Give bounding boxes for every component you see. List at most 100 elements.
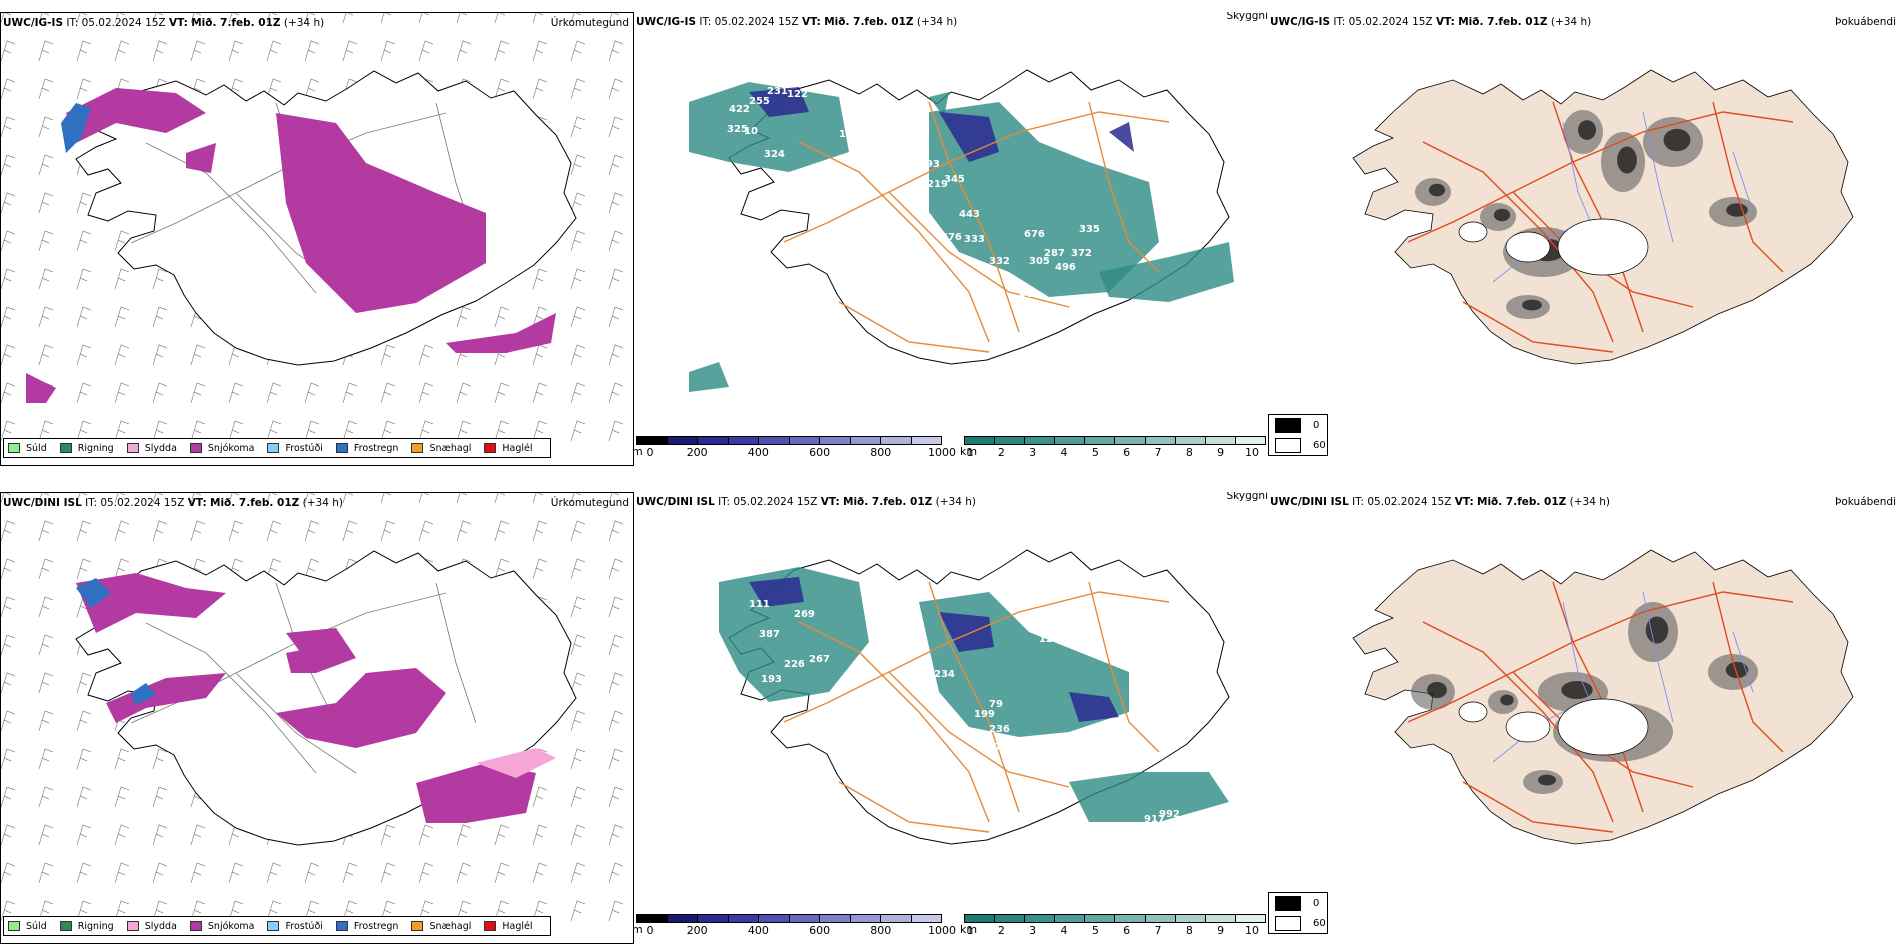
header-vt-value: Mið. 7.feb. 01Z xyxy=(843,496,933,508)
wind-barb xyxy=(76,382,92,404)
colorbar-step xyxy=(759,437,790,444)
legend-label: Frostregn xyxy=(353,920,399,932)
wind-barb xyxy=(342,40,358,62)
visibility-value-label: 124 xyxy=(1039,634,1060,645)
header-it-value: 05.02.2024 15Z xyxy=(100,497,185,509)
wind-barb xyxy=(456,306,472,328)
colorbar-step xyxy=(1025,437,1056,444)
header-model: UWC/DINI ISL xyxy=(1270,496,1349,508)
wind-barb xyxy=(608,596,624,618)
legend-item: Frostregn xyxy=(335,920,399,932)
wind-barb xyxy=(266,900,282,922)
wind-barb xyxy=(380,40,396,62)
legend-label: Snæhagl xyxy=(429,920,472,932)
colorbar-step xyxy=(789,437,820,444)
fog-legend-label: 0 xyxy=(1313,897,1320,909)
wind-barb xyxy=(570,672,586,694)
header-model: UWC/DINI ISL xyxy=(3,497,82,509)
wind-barb xyxy=(152,824,168,846)
road-line xyxy=(888,671,1070,788)
wind-barb xyxy=(228,493,240,504)
legend-swatch xyxy=(335,443,348,453)
wind-barb xyxy=(228,520,244,542)
visibility-value-label: 234 xyxy=(934,669,955,680)
header-it-label: IT: xyxy=(699,16,712,28)
wind-barb xyxy=(342,420,358,442)
glacier xyxy=(1458,221,1488,243)
colorbar-step xyxy=(667,437,698,444)
wind-barb xyxy=(1,306,16,328)
header-it-label: IT: xyxy=(1352,496,1365,508)
wind-barb xyxy=(304,13,316,24)
legend-swatch xyxy=(484,921,497,931)
glacier xyxy=(1458,701,1488,723)
wind-barb xyxy=(380,862,396,884)
header-it-value: 05.02.2024 15Z xyxy=(1367,496,1452,508)
wind-barb xyxy=(608,710,624,732)
wind-barb xyxy=(1,344,16,366)
wind-barb xyxy=(342,493,354,504)
wind-barb xyxy=(152,786,168,808)
wind-barb xyxy=(1,230,16,252)
legend-label: Rigning xyxy=(77,920,114,932)
header-vt-label: VT: xyxy=(1454,496,1474,508)
wind-barb xyxy=(38,900,54,922)
wind-barb xyxy=(456,824,472,846)
wind-barb xyxy=(418,344,434,366)
wind-barb xyxy=(532,786,548,808)
fog-core xyxy=(1663,128,1691,152)
wind-barb xyxy=(608,900,624,922)
wind-barb xyxy=(456,13,468,24)
wind-barb xyxy=(114,40,130,62)
wind-barb xyxy=(1,786,16,808)
wind-barb xyxy=(152,40,168,62)
road-line xyxy=(145,142,317,294)
wind-barb xyxy=(38,596,54,618)
road-line xyxy=(928,101,1020,333)
wind-barb xyxy=(532,900,548,922)
colorbar-step xyxy=(1055,915,1086,922)
header-model: UWC/IG-IS xyxy=(636,16,697,28)
wind-barb xyxy=(494,382,510,404)
visibility-value-label: 325 xyxy=(727,124,748,135)
wind-barb xyxy=(570,493,582,504)
road-line xyxy=(130,112,447,244)
legend-swatch xyxy=(411,443,424,453)
legend-item: Haglél xyxy=(484,921,533,932)
wind-barb xyxy=(342,900,358,922)
wind-barb xyxy=(38,78,54,100)
header-it-value: 05.02.2024 15Z xyxy=(81,17,166,29)
wind-barb xyxy=(266,558,282,580)
visibility-value-label: 443 xyxy=(959,209,980,220)
colorbar-step xyxy=(995,437,1026,444)
colorbar-tick: 400 xyxy=(747,924,769,937)
colorbar-step xyxy=(1085,437,1116,444)
wind-barb xyxy=(76,78,92,100)
wind-barb xyxy=(570,40,586,62)
low-visibility-area xyxy=(1069,772,1229,822)
colorbar-tick: 10 xyxy=(1245,924,1259,937)
wind-barb xyxy=(380,900,396,922)
wind-barb xyxy=(380,493,392,504)
visibility-value-label: 321 xyxy=(884,649,905,660)
river-line xyxy=(1732,151,1754,213)
legend-item: Slydda xyxy=(126,921,177,932)
header-vt-value: Mið. 7.feb. 01Z xyxy=(1477,496,1567,508)
fog-core xyxy=(1645,616,1669,644)
road-line xyxy=(838,301,990,353)
wind-barb xyxy=(1,382,16,404)
legend-item: Súld xyxy=(8,443,47,454)
colorbar-step xyxy=(1175,437,1206,444)
wind-barb xyxy=(114,558,130,580)
visibility-value-label: 129 xyxy=(1094,724,1115,735)
fog-legend-swatch xyxy=(1275,915,1301,931)
glacier xyxy=(1505,231,1551,263)
visibility-value-label: 372 xyxy=(1071,248,1092,259)
panel-vis-dini: 111 387 269 226 267 321 193 78 234 199 79 236 190 205… xyxy=(634,492,1268,944)
wind-barb xyxy=(418,13,430,24)
wind-barb xyxy=(266,520,282,542)
wind-barb xyxy=(570,268,586,290)
wind-barb xyxy=(76,786,92,808)
snow-area xyxy=(446,313,556,353)
